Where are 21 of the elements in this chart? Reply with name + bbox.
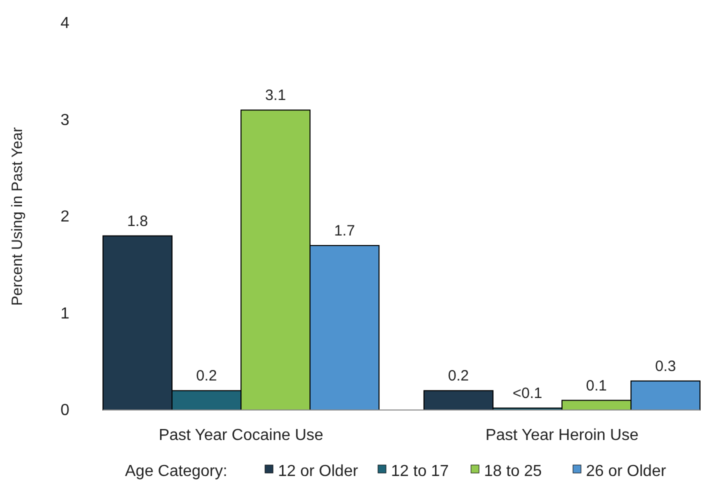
x-tick-label: Past Year Heroin Use	[485, 427, 639, 444]
legend-label: 12 to 17	[391, 463, 449, 480]
legend-title: Age Category:	[125, 463, 228, 480]
data-label: 0.1	[586, 377, 607, 394]
y-tick-label: 2	[60, 208, 70, 226]
data-label: <0.1	[512, 385, 542, 402]
y-tick-label: 0	[60, 402, 70, 419]
y-tick-label: 3	[60, 112, 70, 129]
legend-label: 12 or Older	[278, 463, 359, 480]
legend-label: 26 or Older	[586, 463, 667, 480]
data-label: 0.3	[655, 358, 676, 375]
y-tick-label: 1	[60, 305, 70, 322]
data-label: 1.7	[334, 222, 355, 240]
y-tick-label: 4	[60, 15, 70, 32]
data-label: 1.8	[127, 212, 148, 230]
data-label: 3.1	[265, 87, 286, 104]
data-label: 0.2	[448, 368, 469, 385]
x-tick-label: Past Year Cocaine Use	[158, 427, 324, 444]
data-label: 0.2	[196, 368, 217, 385]
y-axis-title: Percent Using in Past Year	[9, 127, 26, 306]
legend-label: 18 to 25	[484, 463, 542, 480]
